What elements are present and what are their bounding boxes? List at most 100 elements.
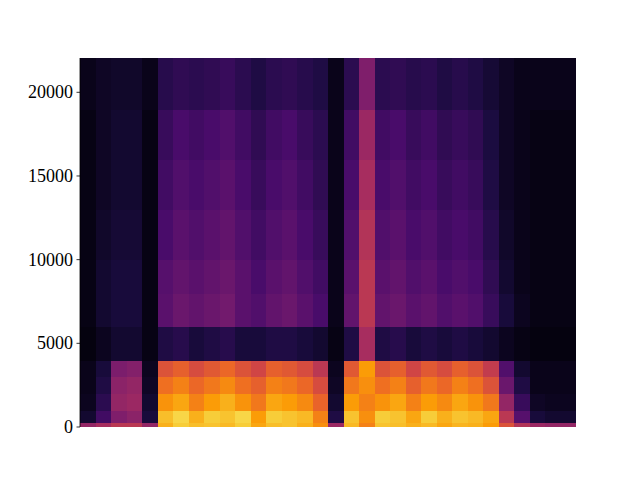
cell	[421, 209, 437, 260]
cell	[158, 58, 174, 110]
cell	[282, 293, 298, 327]
cell	[468, 327, 484, 361]
cell	[282, 260, 298, 294]
cell	[406, 58, 422, 110]
cell	[483, 410, 499, 423]
cell	[328, 394, 344, 411]
cell	[375, 360, 391, 377]
cell	[220, 260, 236, 294]
cell	[328, 159, 344, 210]
cell	[158, 209, 174, 260]
cell	[80, 159, 96, 210]
cell	[545, 394, 561, 411]
cell	[297, 209, 313, 260]
cell	[530, 394, 546, 411]
cell	[390, 410, 406, 423]
cell	[406, 109, 422, 160]
cell	[499, 360, 515, 377]
cell	[189, 58, 205, 110]
cell	[204, 423, 220, 427]
cell	[390, 159, 406, 210]
cell	[173, 394, 189, 411]
cell	[468, 159, 484, 210]
cell	[220, 377, 236, 394]
cell	[499, 394, 515, 411]
cell	[173, 293, 189, 327]
cell	[421, 377, 437, 394]
cell	[235, 58, 251, 110]
cell	[158, 109, 174, 160]
cell	[173, 360, 189, 377]
cell	[251, 423, 267, 427]
cell	[483, 377, 499, 394]
cell	[158, 327, 174, 361]
cell	[189, 260, 205, 294]
cell	[437, 260, 453, 294]
cell	[266, 260, 282, 294]
cell	[297, 159, 313, 210]
cell	[80, 394, 96, 411]
cell	[561, 423, 577, 427]
cell	[437, 327, 453, 361]
cell	[344, 159, 360, 210]
cell	[80, 209, 96, 260]
cell	[173, 58, 189, 110]
cell	[189, 394, 205, 411]
cell	[545, 109, 561, 160]
cell	[406, 260, 422, 294]
cell	[406, 423, 422, 427]
cell	[127, 360, 143, 377]
cell	[390, 209, 406, 260]
cell	[545, 360, 561, 377]
cell	[359, 109, 375, 160]
cell	[235, 159, 251, 210]
cell	[452, 159, 468, 210]
cell	[266, 410, 282, 423]
cell	[80, 260, 96, 294]
cell	[204, 327, 220, 361]
cell	[421, 58, 437, 110]
cell	[344, 327, 360, 361]
cell	[452, 260, 468, 294]
cell	[344, 377, 360, 394]
cell	[499, 109, 515, 160]
cell	[189, 327, 205, 361]
cell	[189, 293, 205, 327]
y-tick-label: 20000	[28, 82, 73, 102]
cell	[297, 327, 313, 361]
cell	[483, 360, 499, 377]
cell	[313, 327, 329, 361]
cell	[375, 209, 391, 260]
cell	[80, 423, 96, 427]
cell	[189, 360, 205, 377]
cell	[266, 209, 282, 260]
cell	[359, 410, 375, 423]
cell	[127, 58, 143, 110]
cell	[127, 260, 143, 294]
cell	[561, 159, 577, 210]
cell	[328, 58, 344, 110]
cell	[328, 327, 344, 361]
cell	[266, 394, 282, 411]
cell	[561, 377, 577, 394]
cell	[359, 327, 375, 361]
cell	[282, 109, 298, 160]
chart: 05000100001500020000	[0, 0, 640, 480]
cell	[421, 410, 437, 423]
cell	[220, 394, 236, 411]
cell	[483, 109, 499, 160]
cell	[235, 360, 251, 377]
cell	[359, 394, 375, 411]
cell	[437, 394, 453, 411]
cell	[437, 360, 453, 377]
cell	[437, 209, 453, 260]
cell	[328, 209, 344, 260]
cell	[530, 260, 546, 294]
cell	[142, 209, 158, 260]
cell	[313, 260, 329, 294]
cell	[344, 394, 360, 411]
cell	[142, 293, 158, 327]
y-tick	[77, 343, 81, 344]
cell	[127, 159, 143, 210]
cell	[313, 159, 329, 210]
